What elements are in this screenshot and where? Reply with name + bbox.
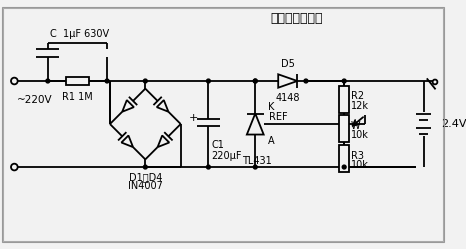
Text: IN4007: IN4007: [128, 181, 163, 191]
Bar: [339, 116, 349, 142]
Bar: [66, 77, 89, 85]
Text: R3: R3: [351, 151, 364, 161]
Text: R2: R2: [351, 91, 364, 101]
Text: 220μF: 220μF: [211, 151, 242, 161]
Text: C1: C1: [211, 140, 224, 150]
Circle shape: [342, 165, 346, 169]
Text: A: A: [267, 136, 274, 146]
Circle shape: [144, 79, 147, 83]
Circle shape: [206, 79, 210, 83]
Text: 镍锂电池充电器: 镍锂电池充电器: [270, 12, 322, 25]
Bar: [339, 86, 349, 113]
Text: +: +: [188, 113, 198, 123]
Polygon shape: [158, 135, 169, 147]
Text: C  1μF 630V: C 1μF 630V: [50, 29, 109, 39]
Text: 4148: 4148: [275, 93, 300, 103]
Text: 12k: 12k: [351, 101, 369, 111]
Circle shape: [304, 79, 308, 83]
Text: D5: D5: [281, 59, 295, 68]
Text: ~220V: ~220V: [17, 95, 53, 105]
Polygon shape: [122, 100, 134, 112]
Bar: [339, 145, 349, 172]
Circle shape: [254, 79, 257, 83]
Polygon shape: [278, 74, 297, 88]
Polygon shape: [247, 114, 264, 134]
Text: W: W: [351, 121, 361, 131]
Circle shape: [144, 165, 147, 169]
Circle shape: [254, 165, 257, 169]
Polygon shape: [157, 100, 168, 112]
Circle shape: [342, 79, 346, 83]
Text: D1～D4: D1～D4: [129, 172, 162, 182]
Text: TL431: TL431: [242, 156, 272, 166]
Polygon shape: [122, 135, 133, 147]
Text: K: K: [267, 102, 274, 112]
Text: 10k: 10k: [351, 130, 369, 140]
Text: REF: REF: [268, 112, 287, 122]
Circle shape: [105, 79, 109, 83]
Text: 10k: 10k: [351, 160, 369, 170]
Text: R1 1M: R1 1M: [62, 92, 93, 103]
Text: 2.4V: 2.4V: [441, 119, 466, 129]
Circle shape: [46, 79, 50, 83]
Circle shape: [254, 79, 257, 83]
Circle shape: [206, 165, 210, 169]
